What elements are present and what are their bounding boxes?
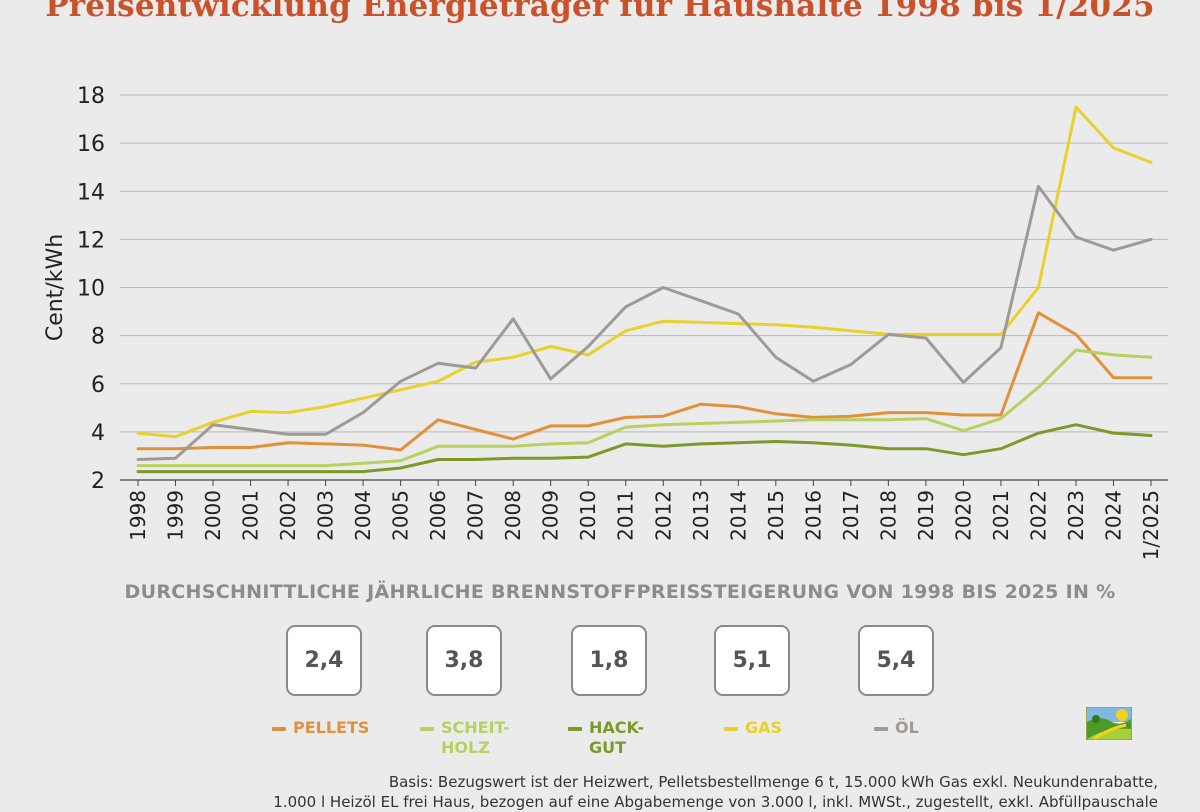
x-tick-label: 2021 bbox=[989, 490, 1013, 541]
legend-item-gas: GAS bbox=[724, 718, 782, 738]
x-tick-label: 2007 bbox=[464, 490, 488, 541]
x-tick-label: 2001 bbox=[239, 490, 263, 541]
series-line bbox=[136, 423, 1153, 474]
legend-label: PELLETS bbox=[293, 718, 370, 737]
x-tick-label: 1999 bbox=[164, 490, 188, 541]
x-tick-label: 1998 bbox=[126, 490, 150, 541]
x-tick-label: 2020 bbox=[951, 490, 975, 541]
landscape-logo bbox=[1086, 707, 1132, 740]
series-line bbox=[136, 184, 1153, 461]
chart-title: Preisentwicklung Energieträger für Haush… bbox=[45, 0, 1155, 24]
x-tick-label: 2000 bbox=[201, 490, 225, 541]
y-tick-label: 12 bbox=[77, 228, 105, 253]
legend-swatch bbox=[420, 727, 434, 731]
x-tick-label: 1/2025 bbox=[1139, 490, 1163, 560]
x-tick-label: 2013 bbox=[689, 490, 713, 541]
legend-label: SCHEIT- HOLZ bbox=[441, 718, 510, 757]
line-chart: 2 4 6 8 10 12 14 16 18 Cent/kWh 1998 1999 2000 2001 20… bbox=[43, 84, 1168, 560]
legend-label: HACK- GUT bbox=[589, 718, 645, 757]
x-tick-label: 2004 bbox=[351, 490, 375, 541]
legend-swatch bbox=[874, 727, 888, 731]
rate-heading: DURCHSCHNITTLICHE JÄHRLICHE BRENNSTOFFPR… bbox=[124, 581, 1116, 603]
footnote-text: Basis: Bezugswert ist der Heizwert, Pell… bbox=[273, 773, 1158, 811]
x-tick-label: 2012 bbox=[651, 490, 675, 541]
x-tick-label: 2005 bbox=[389, 490, 413, 541]
y-tick-label: 8 bbox=[91, 325, 105, 350]
legend-swatch bbox=[568, 727, 582, 731]
x-tick-label: 2010 bbox=[576, 490, 600, 541]
legend-item-oel: ÖL bbox=[874, 718, 919, 738]
legend-item-pellets: PELLETS bbox=[272, 718, 369, 738]
x-tick-label: 2016 bbox=[801, 490, 825, 541]
x-tick-label: 2006 bbox=[426, 490, 450, 541]
y-tick-label: 2 bbox=[91, 469, 105, 494]
x-tick-label: 2024 bbox=[1101, 490, 1125, 541]
x-tick-label: 2015 bbox=[764, 490, 788, 541]
x-tick-label: 2009 bbox=[539, 490, 563, 541]
legend-label: GAS bbox=[745, 718, 783, 737]
footnote: Basis: Bezugswert ist der Heizwert, Pell… bbox=[273, 772, 1158, 812]
rate-box-gas: 5,1 bbox=[714, 625, 790, 696]
y-tick-label: 16 bbox=[77, 132, 105, 157]
y-tick-label: 14 bbox=[77, 180, 105, 205]
rate-box-pellets: 2,4 bbox=[286, 625, 362, 696]
series-line bbox=[136, 311, 1153, 452]
legend-swatch bbox=[272, 727, 286, 731]
y-tick-label: 6 bbox=[91, 373, 105, 398]
y-axis-label: Cent/kWh bbox=[43, 234, 68, 341]
x-tick-label: 2022 bbox=[1026, 490, 1050, 541]
series-line bbox=[136, 348, 1153, 468]
rate-box-oel: 5,4 bbox=[858, 625, 934, 696]
x-tick-label: 2019 bbox=[914, 490, 938, 541]
x-tick-label: 2002 bbox=[276, 490, 300, 541]
legend-item-hackgut: HACK- GUT bbox=[568, 718, 644, 758]
legend-item-scheitholz: SCHEIT- HOLZ bbox=[420, 718, 510, 758]
x-tick-label: 2003 bbox=[314, 490, 338, 541]
y-tick-label: 10 bbox=[77, 277, 105, 302]
series-line bbox=[136, 105, 1153, 439]
legend-label: ÖL bbox=[895, 718, 919, 737]
y-tick-label: 4 bbox=[91, 421, 105, 446]
rate-box-scheitholz: 3,8 bbox=[426, 625, 502, 696]
x-tick-label: 2017 bbox=[839, 490, 863, 541]
rate-box-hackgut: 1,8 bbox=[571, 625, 647, 696]
x-tick-label: 2011 bbox=[614, 490, 638, 541]
x-tick-label: 2023 bbox=[1064, 490, 1088, 541]
y-tick-label: 18 bbox=[77, 84, 105, 109]
x-tick-label: 2008 bbox=[501, 490, 525, 541]
x-tick-label: 2018 bbox=[876, 490, 900, 541]
x-tick-label: 2014 bbox=[726, 490, 750, 541]
legend-swatch bbox=[724, 727, 738, 731]
